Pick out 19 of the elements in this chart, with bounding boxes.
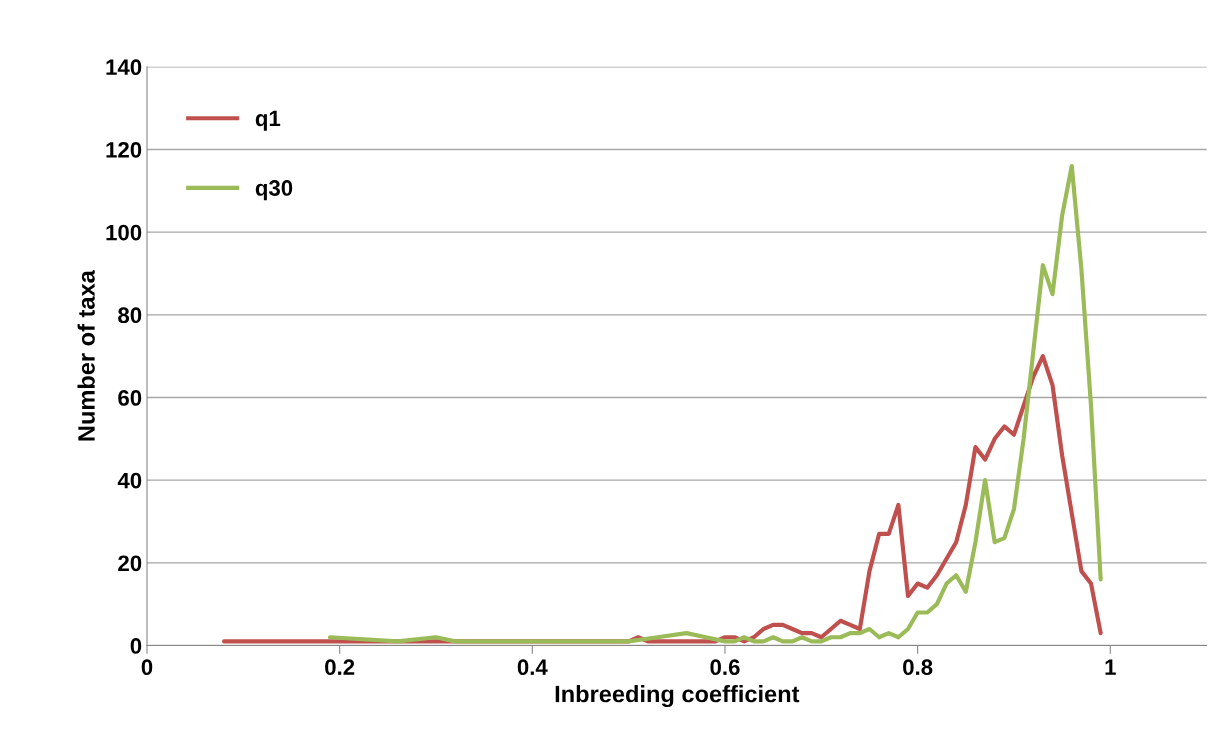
x-tick-label: 0.2 bbox=[325, 659, 355, 676]
y-tick-label: 20 bbox=[118, 555, 142, 572]
y-tick-label: 80 bbox=[118, 307, 142, 324]
x-tick-label: 0.4 bbox=[517, 659, 548, 676]
x-axis-title: Inbreeding coefficient bbox=[555, 685, 800, 708]
y-tick-label: 0 bbox=[130, 638, 142, 654]
x-tick-label: 0 bbox=[141, 659, 153, 676]
line-series bbox=[327, 163, 1103, 644]
y-axis-title: Number of taxa bbox=[77, 270, 95, 441]
x-tick-label: 0.6 bbox=[710, 659, 740, 676]
legend-label: q30 bbox=[255, 180, 293, 201]
y-tick-label: 40 bbox=[117, 472, 142, 489]
y-tick-label: 60 bbox=[118, 390, 142, 406]
legend-label: q1 bbox=[255, 110, 281, 131]
y-tick-label: 120 bbox=[106, 141, 142, 158]
x-tick-label: 1 bbox=[1105, 659, 1116, 675]
x-tick-label: 0.8 bbox=[903, 659, 933, 676]
y-tick-label: 100 bbox=[106, 224, 142, 241]
y-tick-label: 140 bbox=[106, 59, 142, 76]
